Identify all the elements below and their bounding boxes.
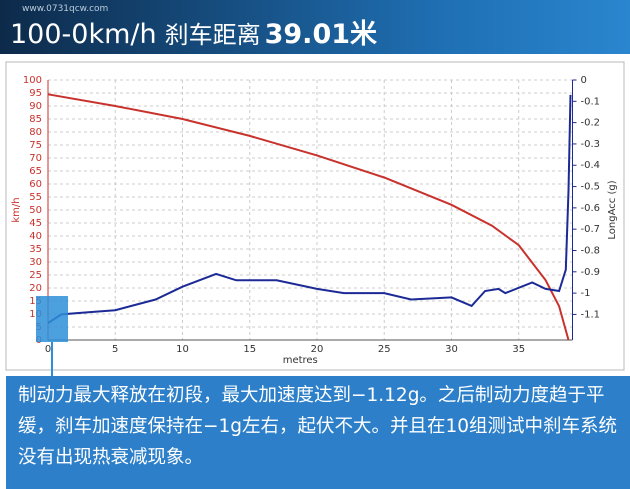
y-tick-label: 100 [23, 75, 42, 86]
y2-tick-label: -0.6 [581, 203, 601, 214]
x-tick-label: 20 [311, 344, 324, 355]
chart-panel [5, 61, 625, 371]
banner: www.0731qcw.com 100-0km/h 刹车距离 39.01米 [0, 0, 630, 54]
title-distance: 39.01米 [264, 19, 378, 50]
y-tick-label: 20 [29, 283, 42, 294]
highlight-box [36, 296, 68, 342]
y2-tick-label: -0.9 [581, 267, 601, 278]
title: 100-0km/h 刹车距离 39.01米 [10, 12, 377, 51]
x-tick-label: 35 [512, 344, 525, 355]
y2-axis-label: LongAcc (g) [607, 180, 618, 239]
title-label: 刹车距离 [164, 21, 261, 49]
y-tick-label: 25 [29, 270, 42, 281]
title-speed: 100-0km/h [10, 19, 157, 50]
x-tick-label: 5 [112, 344, 118, 355]
y-tick-label: 45 [29, 218, 42, 229]
y2-tick-label: -0.8 [581, 245, 601, 256]
y-tick-label: 55 [29, 192, 42, 203]
x-tick-label: 30 [445, 344, 458, 355]
y-tick-label: 95 [29, 88, 42, 99]
line-series [47, 94, 572, 324]
y-tick-label: 70 [29, 153, 42, 164]
y-tick-label: 75 [29, 140, 42, 151]
y2-tick-label: -0.1 [581, 96, 601, 107]
y2-tick-label: 0 [581, 75, 587, 86]
x-tick-label: 25 [378, 344, 391, 355]
y-tick-label: 40 [29, 231, 42, 242]
y2-tick-label: -0.2 [581, 118, 601, 129]
y2-tick-label: -0.5 [581, 182, 601, 193]
y2-tick-label: -0.7 [581, 224, 601, 235]
y-tick-label: 10 [29, 309, 42, 320]
y-tick-label: 85 [29, 114, 42, 125]
y-tick-label: 90 [29, 101, 42, 112]
x-tick-label: 10 [176, 344, 189, 355]
x-tick-label: 0 [45, 344, 51, 355]
watermark: www.0731qcw.com [22, 4, 109, 14]
y-axis-label: km/h [11, 197, 22, 222]
x-axis-label: metres [283, 355, 318, 366]
y2-tick-label: -1 [581, 288, 591, 299]
y-tick-label: 30 [29, 257, 42, 268]
y-tick-label: 15 [29, 296, 42, 307]
y-tick-label: 50 [29, 205, 42, 216]
y-tick-label: 35 [29, 244, 42, 255]
y-tick-label: 80 [29, 127, 42, 138]
y2-tick-label: -0.3 [581, 139, 601, 150]
y2-tick-label: -0.4 [581, 160, 601, 171]
y2-tick-label: -1.1 [581, 309, 601, 320]
caption: 制动力最大释放在初段，最大加速度达到−1.12g。之后制动力度趋于平缓，刹车加速… [6, 376, 630, 489]
y-tick-label: 65 [29, 166, 42, 177]
line-series [47, 93, 570, 341]
y-tick-label: 60 [29, 179, 42, 190]
x-tick-label: 15 [243, 344, 256, 355]
